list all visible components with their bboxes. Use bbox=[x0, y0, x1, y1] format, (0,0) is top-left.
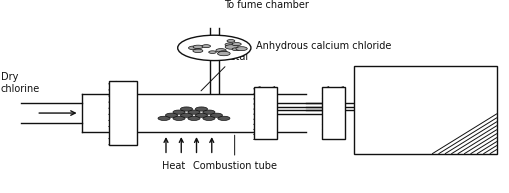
Text: Anhydrous calcium chloride: Anhydrous calcium chloride bbox=[256, 41, 390, 51]
Circle shape bbox=[173, 116, 185, 120]
Circle shape bbox=[158, 116, 170, 120]
Text: Metal: Metal bbox=[201, 52, 248, 91]
Circle shape bbox=[177, 35, 250, 61]
Circle shape bbox=[210, 113, 222, 117]
Bar bbox=[353, 65, 496, 154]
Circle shape bbox=[217, 116, 230, 120]
Circle shape bbox=[202, 45, 210, 48]
Circle shape bbox=[180, 107, 192, 111]
Circle shape bbox=[203, 116, 215, 120]
Circle shape bbox=[193, 45, 203, 49]
Bar bbox=[253, 87, 276, 140]
Circle shape bbox=[188, 46, 199, 50]
Circle shape bbox=[203, 110, 215, 114]
Text: Heat: Heat bbox=[162, 161, 185, 171]
Circle shape bbox=[165, 113, 177, 117]
Bar bbox=[108, 81, 136, 145]
Circle shape bbox=[195, 113, 207, 117]
Text: To fume chamber: To fume chamber bbox=[224, 0, 309, 10]
Circle shape bbox=[187, 116, 200, 120]
Circle shape bbox=[208, 51, 216, 53]
Circle shape bbox=[192, 49, 203, 52]
Circle shape bbox=[173, 110, 185, 114]
Circle shape bbox=[215, 49, 225, 52]
Text: Dry
chlorine: Dry chlorine bbox=[1, 72, 40, 94]
Circle shape bbox=[219, 51, 227, 53]
Circle shape bbox=[187, 110, 200, 114]
Circle shape bbox=[232, 48, 240, 51]
Circle shape bbox=[195, 107, 207, 111]
Circle shape bbox=[217, 51, 230, 56]
Circle shape bbox=[224, 45, 238, 49]
Circle shape bbox=[224, 43, 235, 47]
Circle shape bbox=[180, 113, 192, 117]
Circle shape bbox=[236, 47, 247, 51]
Text: Combustion tube: Combustion tube bbox=[192, 135, 276, 171]
Circle shape bbox=[232, 42, 241, 46]
Bar bbox=[322, 87, 345, 140]
Circle shape bbox=[227, 40, 235, 42]
